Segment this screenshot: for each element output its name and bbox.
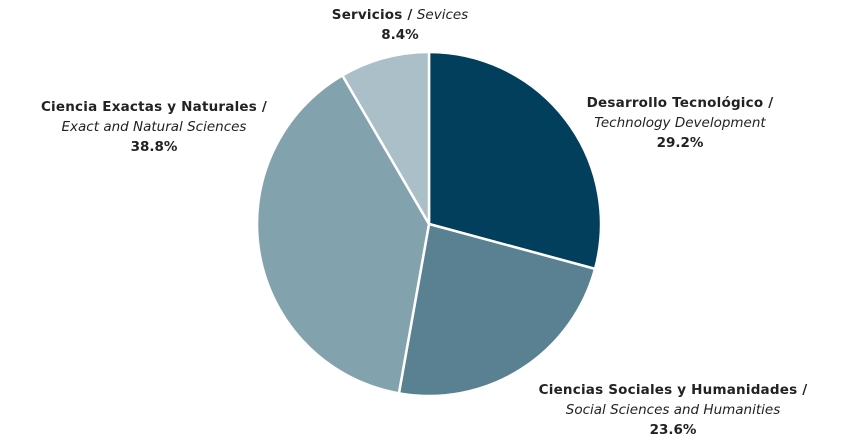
slice-label-desarrollo: Desarrollo Tecnológico / Technology Deve…: [560, 93, 800, 153]
slice-label-sociales: Ciencias Sociales y Humanidades / Social…: [505, 380, 841, 440]
label-es: Servicios /: [331, 7, 413, 23]
slice-ciencia-exactas: [255, 74, 431, 395]
slice-desarrollo-tecnologico: [427, 50, 603, 271]
slice-label-servicios: Servicios / Sevices 8.4%: [300, 5, 500, 45]
value-label: 8.4%: [381, 27, 419, 43]
label-en: Social Sciences and Humanities: [565, 402, 781, 418]
label-es: Ciencia Exactas y Naturales /: [40, 99, 268, 115]
value-label: 29.2%: [656, 135, 704, 151]
label-es: Desarrollo Tecnológico /: [586, 95, 774, 111]
label-es: Ciencias Sociales y Humanidades /: [538, 382, 808, 398]
value-label: 23.6%: [649, 422, 697, 438]
slice-servicios: [341, 50, 431, 226]
value-label: 38.8%: [130, 139, 178, 155]
label-en: Exact and Natural Sciences: [61, 119, 247, 135]
slice-ciencias-sociales: [397, 222, 597, 398]
label-en: Technology Development: [594, 115, 766, 131]
label-en: Sevices: [416, 7, 469, 23]
slice-label-exactas: Ciencia Exactas y Naturales / Exact and …: [4, 97, 304, 157]
